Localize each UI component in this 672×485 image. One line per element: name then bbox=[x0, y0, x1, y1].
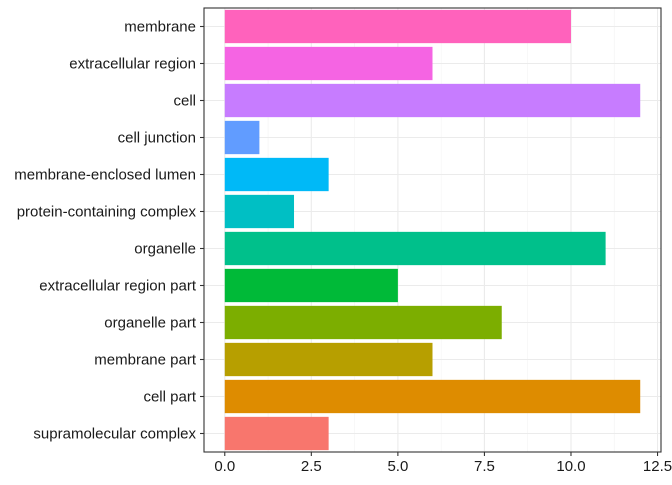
y-tick-label: extracellular region part bbox=[39, 278, 197, 295]
x-tick-label: 0.0 bbox=[214, 458, 235, 475]
x-tick-label: 7.5 bbox=[474, 458, 495, 475]
x-tick-label: 10.0 bbox=[556, 458, 585, 475]
bar bbox=[224, 46, 433, 81]
y-tick-label: cell part bbox=[143, 389, 196, 406]
y-tick-label: membrane part bbox=[94, 352, 197, 369]
y-tick-label: cell junction bbox=[118, 130, 196, 147]
y-tick-label: supramolecular complex bbox=[33, 426, 196, 443]
y-tick-label: organelle part bbox=[104, 315, 197, 332]
x-tick-label: 12.5 bbox=[643, 458, 672, 475]
bar bbox=[224, 157, 329, 192]
y-tick-label: cell bbox=[173, 93, 196, 110]
plot-panel-border bbox=[203, 7, 662, 453]
y-axis-ticks: membrane extracellular region cell cell jun… bbox=[14, 19, 204, 443]
bar bbox=[224, 305, 502, 340]
bar bbox=[224, 231, 606, 266]
bar bbox=[224, 120, 260, 155]
bar bbox=[224, 9, 571, 44]
x-axis-ticks: 0.0 2.5 5.0 7.5 10.0 12.5 bbox=[214, 452, 672, 475]
bar bbox=[224, 416, 329, 451]
y-tick-label: membrane bbox=[124, 19, 196, 36]
bar bbox=[224, 342, 433, 377]
y-tick-label: organelle bbox=[134, 241, 196, 258]
y-tick-label: extracellular region bbox=[69, 56, 196, 73]
x-tick-label: 5.0 bbox=[387, 458, 408, 475]
x-tick-label: 2.5 bbox=[301, 458, 322, 475]
bar bbox=[224, 379, 641, 414]
y-tick-label: protein-containing complex bbox=[17, 204, 197, 221]
bar bbox=[224, 194, 295, 229]
bar bbox=[224, 268, 398, 303]
bars bbox=[224, 9, 641, 451]
bar bbox=[224, 83, 641, 118]
y-tick-label: membrane-enclosed lumen bbox=[14, 167, 196, 184]
